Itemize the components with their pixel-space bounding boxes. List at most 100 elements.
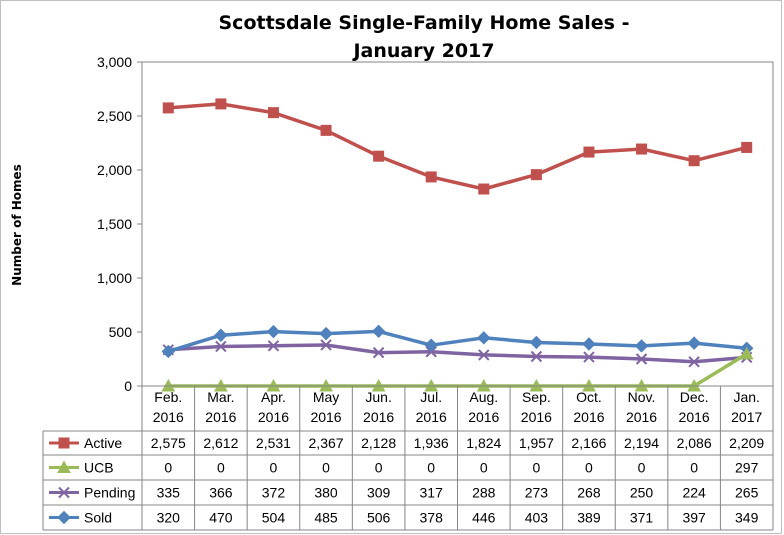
table-cell-sold: 403 bbox=[525, 510, 549, 526]
y-tick-label: 1,000 bbox=[97, 270, 132, 286]
data-point-pending bbox=[372, 346, 385, 359]
x-category-label-year: 2016 bbox=[626, 409, 657, 425]
table-cell-pending: 317 bbox=[420, 485, 444, 501]
x-category-label-year: 2016 bbox=[521, 409, 552, 425]
series-line-sold bbox=[167, 329, 747, 354]
data-point-sold bbox=[371, 324, 386, 339]
table-cell-ucb: 0 bbox=[375, 460, 383, 476]
table-cell-pending: 224 bbox=[682, 485, 706, 501]
x-category-label-month: May bbox=[313, 389, 339, 405]
data-point-sold bbox=[161, 344, 175, 359]
x-category-label-year: 2016 bbox=[468, 409, 499, 425]
chart-title-line-1: Scottsdale Single-Family Home Sales - bbox=[219, 12, 630, 34]
table-cell-ucb: 0 bbox=[480, 460, 488, 476]
table-cell-pending: 335 bbox=[157, 485, 181, 501]
x-category-label-month: Apr. bbox=[261, 389, 286, 405]
table-cell-ucb: 0 bbox=[164, 460, 172, 476]
data-point-active bbox=[267, 107, 279, 119]
data-point-active bbox=[530, 169, 542, 181]
legend-marker-pending bbox=[58, 486, 70, 499]
data-point-sold bbox=[319, 326, 333, 341]
table-cell-ucb: 0 bbox=[270, 460, 278, 476]
x-category-label-month: Mar. bbox=[207, 389, 234, 405]
table-cell-active: 2,086 bbox=[677, 435, 712, 451]
table-cell-pending: 309 bbox=[367, 485, 391, 501]
data-point-pending bbox=[320, 339, 332, 351]
table-cell-pending: 372 bbox=[262, 485, 286, 501]
data-point-active bbox=[162, 102, 174, 114]
x-category-label-month: Sep. bbox=[522, 389, 551, 405]
data-point-active bbox=[688, 155, 700, 167]
table-cell-pending: 265 bbox=[735, 485, 759, 501]
legend-marker-ucb bbox=[57, 460, 71, 473]
table-cell-sold: 506 bbox=[367, 510, 391, 526]
x-category-label-year: 2016 bbox=[153, 409, 184, 425]
data-point-sold bbox=[424, 338, 438, 352]
data-point-sold bbox=[687, 336, 701, 350]
data-point-sold bbox=[477, 331, 491, 345]
table-cell-sold: 504 bbox=[262, 510, 286, 526]
x-category-label-year: 2016 bbox=[258, 409, 289, 425]
table-cell-ucb: 0 bbox=[690, 460, 698, 476]
table-cell-ucb: 0 bbox=[427, 460, 435, 476]
data-point-pending bbox=[583, 351, 595, 363]
data-point-sold bbox=[214, 328, 228, 342]
legend-marker-active bbox=[58, 437, 70, 449]
x-category-label-year: 2016 bbox=[205, 409, 236, 425]
data-point-ucb bbox=[739, 346, 754, 360]
data-point-pending bbox=[635, 353, 648, 365]
table-cell-pending: 366 bbox=[209, 485, 233, 501]
y-tick-label: 3,000 bbox=[97, 54, 132, 70]
data-point-sold bbox=[634, 339, 649, 353]
table-cell-pending: 250 bbox=[630, 485, 654, 501]
table-cell-active: 2,194 bbox=[624, 435, 659, 451]
table-cell-active: 1,957 bbox=[519, 435, 554, 451]
y-tick-label: 2,000 bbox=[97, 162, 132, 178]
y-tick-label: 500 bbox=[109, 324, 133, 340]
table-cell-ucb: 0 bbox=[638, 460, 646, 476]
series-line-pending bbox=[168, 343, 747, 364]
data-point-sold bbox=[582, 337, 596, 351]
data-point-active bbox=[425, 171, 437, 183]
x-category-label-month: Jan. bbox=[733, 389, 759, 405]
legend-marker-sold bbox=[57, 510, 71, 525]
data-point-active bbox=[215, 98, 227, 110]
legend-label-sold: Sold bbox=[84, 510, 112, 526]
table-cell-active: 2,612 bbox=[203, 435, 238, 451]
x-category-label-month: Aug. bbox=[469, 389, 498, 405]
data-point-active bbox=[373, 150, 385, 162]
table-cell-ucb: 0 bbox=[322, 460, 330, 476]
table-cell-pending: 268 bbox=[577, 485, 601, 501]
data-point-pending bbox=[478, 349, 490, 361]
y-tick-label: 2,500 bbox=[97, 108, 132, 124]
x-category-label-month: Feb. bbox=[154, 389, 182, 405]
table-cell-active: 2,166 bbox=[571, 435, 606, 451]
x-category-label-year: 2017 bbox=[731, 409, 762, 425]
x-category-label-year: 2016 bbox=[363, 409, 394, 425]
y-tick-label: 0 bbox=[124, 378, 132, 394]
data-point-sold bbox=[529, 335, 544, 350]
table-cell-sold: 349 bbox=[735, 510, 759, 526]
table-cell-sold: 378 bbox=[420, 510, 444, 526]
table-cell-sold: 446 bbox=[472, 510, 496, 526]
data-point-pending bbox=[267, 340, 280, 352]
table-cell-sold: 397 bbox=[682, 510, 706, 526]
table-cell-ucb: 297 bbox=[735, 460, 759, 476]
data-point-pending bbox=[530, 350, 543, 363]
x-category-label-year: 2016 bbox=[679, 409, 710, 425]
table-cell-ucb: 0 bbox=[585, 460, 593, 476]
table-cell-sold: 470 bbox=[209, 510, 233, 526]
x-category-label-month: Dec. bbox=[680, 389, 709, 405]
series-line-active bbox=[168, 102, 748, 191]
table-cell-pending: 380 bbox=[314, 485, 338, 501]
x-category-label-month: Nov. bbox=[628, 389, 656, 405]
table-cell-active: 2,531 bbox=[256, 435, 291, 451]
table-cell-pending: 288 bbox=[472, 485, 496, 501]
legend-label-active: Active bbox=[84, 435, 122, 451]
x-category-label-month: Jun. bbox=[365, 389, 391, 405]
table-cell-active: 2,209 bbox=[729, 435, 764, 451]
data-point-active bbox=[478, 183, 490, 195]
